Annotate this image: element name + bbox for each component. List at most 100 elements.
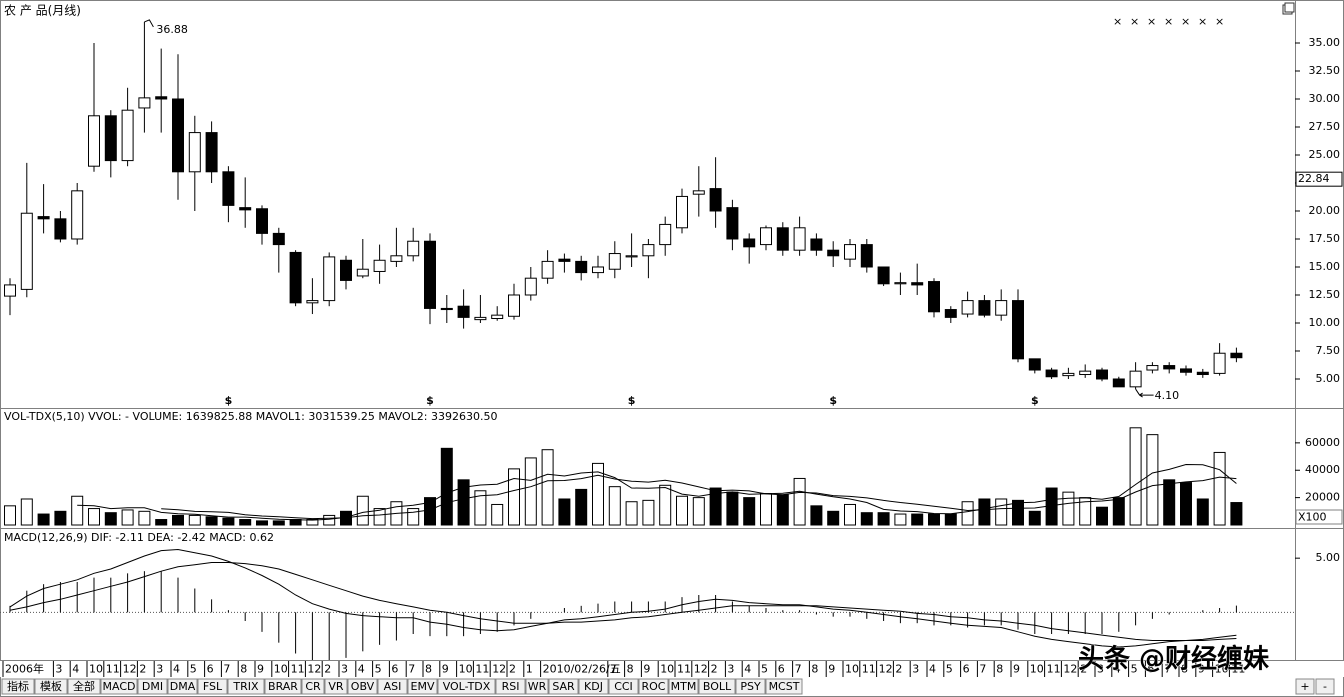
x-tick-label: 11 xyxy=(106,663,120,676)
indicator-tab[interactable]: PSY xyxy=(735,678,766,695)
candle-body-up xyxy=(20,212,33,290)
indicator-tab[interactable]: MCST xyxy=(765,678,803,695)
tab-box xyxy=(227,678,265,695)
zoom-button[interactable]: - xyxy=(1315,678,1335,695)
tab-label: ROC xyxy=(642,680,666,693)
indicator-tab[interactable]: SAR xyxy=(548,678,579,695)
zoom-button[interactable]: + xyxy=(1295,678,1315,695)
x-tick-label: 5 xyxy=(761,663,768,676)
candle-body-up xyxy=(88,115,100,167)
tab-box xyxy=(638,678,669,695)
tab-box xyxy=(668,678,699,695)
panel-layer xyxy=(0,548,1295,660)
volume-header: VOL-TDX(5,10) VVOL: - VOLUME: 1639825.88… xyxy=(4,410,497,423)
indicator-tab[interactable]: OBV xyxy=(347,678,378,695)
indicator-tab[interactable]: DMI xyxy=(137,678,168,695)
volume-bar xyxy=(188,514,201,526)
x-tick-label: 11 xyxy=(677,663,691,676)
candle-body-up xyxy=(1129,370,1142,388)
indicator-tab[interactable]: CCI xyxy=(608,678,639,695)
volume-bar xyxy=(1213,451,1226,526)
indicator-tab[interactable]: CR xyxy=(301,678,325,695)
volume-bar xyxy=(1230,502,1243,526)
tab-box xyxy=(67,678,101,695)
x-tick-label: 11 xyxy=(475,663,489,676)
high-marker xyxy=(144,19,154,28)
x-tick-label: 3 xyxy=(55,663,62,676)
x-tick-label: 2 xyxy=(139,663,146,676)
x-tick-label: 6 xyxy=(207,663,214,676)
candle-body-down xyxy=(558,258,571,262)
x-tick-label: 10 xyxy=(459,663,473,676)
candle-body-up xyxy=(760,227,772,246)
indicator-tab[interactable]: VOL-TDX xyxy=(437,678,496,695)
indicator-tab[interactable]: VR xyxy=(324,678,348,695)
tab-box xyxy=(548,678,579,695)
candle-body-down xyxy=(340,259,352,281)
tab-label: MACD xyxy=(103,680,136,693)
tab-label: BOLL xyxy=(703,680,732,693)
candle-body-down xyxy=(709,188,722,212)
mavol-line xyxy=(161,474,1237,520)
volume-bar xyxy=(1028,510,1041,526)
volume-bar xyxy=(37,513,50,526)
indicator-tab[interactable]: BRAR xyxy=(264,678,302,695)
x-tick-label: 10 xyxy=(1030,663,1044,676)
candle-body-down xyxy=(172,98,184,173)
indicator-tab[interactable]: TRIX xyxy=(227,678,265,695)
indicator-tab[interactable]: KDJ xyxy=(578,678,609,695)
dif-line xyxy=(9,548,1237,648)
tab-box xyxy=(578,678,609,695)
indicator-tab[interactable]: ASI xyxy=(377,678,408,695)
volume-bar xyxy=(1180,482,1192,526)
x-tick-label: 3 xyxy=(341,663,348,676)
indicator-tab[interactable]: 指标 xyxy=(1,678,35,695)
volume-bar xyxy=(793,477,806,526)
pink-markers: × × × × × × × xyxy=(1113,15,1224,28)
tab-box xyxy=(34,678,68,695)
volume-bar xyxy=(911,513,924,526)
x-tick-label: 3 xyxy=(156,663,163,676)
indicator-tab[interactable]: RSI xyxy=(495,678,526,695)
candle-body-up xyxy=(390,255,403,262)
indicator-tab[interactable]: 模板 xyxy=(34,678,68,695)
tab-box xyxy=(137,678,168,695)
indicator-tab[interactable]: DMA xyxy=(167,678,198,695)
tab-box xyxy=(735,678,766,695)
x-tick-label: 10 xyxy=(274,663,288,676)
tab-box xyxy=(100,678,138,695)
x-axis-bar xyxy=(0,661,1344,677)
candle-body-down xyxy=(860,244,873,268)
volume-bar xyxy=(424,497,436,526)
indicator-tab[interactable]: WR xyxy=(525,678,549,695)
indicator-tab[interactable]: FSL xyxy=(197,678,228,695)
candle-body-down xyxy=(978,300,991,316)
x-tick-label: 2 xyxy=(895,663,902,676)
low-marker xyxy=(1135,388,1154,398)
indicator-tab[interactable]: MTM xyxy=(668,678,699,695)
indicator-tab[interactable]: EMV xyxy=(407,678,438,695)
candle-body-up xyxy=(642,244,655,257)
x-tick-label: 12 xyxy=(123,663,137,676)
indicator-tab[interactable]: 全部 xyxy=(67,678,101,695)
x-tick-label: 4 xyxy=(1114,663,1121,676)
volume-bar xyxy=(356,495,369,526)
volume-bar xyxy=(877,512,890,526)
x-tick-label: 10 xyxy=(89,663,103,676)
x-tick-label: 2 xyxy=(324,663,331,676)
y-tick-label: 17.50 xyxy=(1309,232,1341,245)
indicator-tab[interactable]: ROC xyxy=(638,678,669,695)
x-tick-label: 2 xyxy=(509,663,516,676)
volume-bar xyxy=(71,495,84,526)
candle-body-up xyxy=(844,244,856,260)
x-tick-label: 11 xyxy=(1231,663,1245,676)
volume-bar xyxy=(1096,506,1108,526)
indicator-tab[interactable]: MACD xyxy=(100,678,138,695)
candle-body-down xyxy=(743,238,756,248)
x-tick-label: 2 xyxy=(1080,663,1087,676)
indicator-tab[interactable]: BOLL xyxy=(698,678,736,695)
candle-body-down xyxy=(424,240,436,309)
volume-bar xyxy=(961,501,974,526)
candle-body-up xyxy=(995,300,1008,316)
